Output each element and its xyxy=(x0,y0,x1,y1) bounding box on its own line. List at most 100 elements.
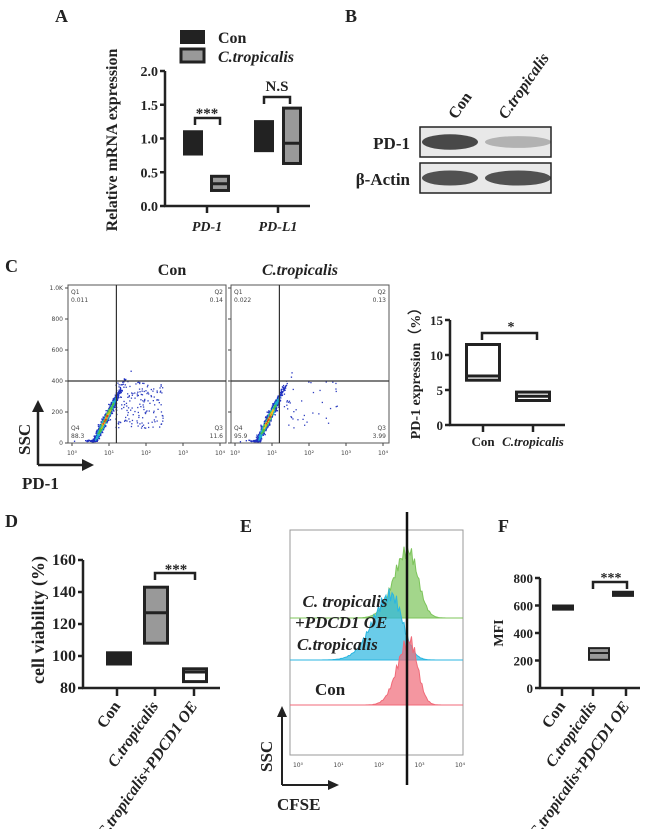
flow-event xyxy=(335,382,337,385)
flow-event xyxy=(274,403,277,405)
flow-event xyxy=(274,411,276,413)
flow-event xyxy=(127,414,129,416)
flow-event xyxy=(103,420,106,422)
flow-event xyxy=(270,408,272,410)
flow-event xyxy=(106,418,108,420)
flow-event xyxy=(108,410,110,412)
panel-label-a: A xyxy=(55,6,68,26)
flow-event xyxy=(114,405,116,407)
flow-event xyxy=(91,440,93,442)
flow-event xyxy=(94,436,97,438)
flow-event xyxy=(260,440,262,443)
flow-event xyxy=(116,394,119,396)
flow-event xyxy=(259,434,261,436)
flow-event xyxy=(260,432,263,435)
flow-event xyxy=(266,419,268,421)
quadrant-value: 0.022 xyxy=(234,297,251,304)
flow-event xyxy=(105,417,107,419)
flow-event xyxy=(280,391,282,393)
flow-event xyxy=(287,408,289,410)
y-tick-label: 140 xyxy=(52,584,76,601)
flow-event xyxy=(101,424,103,426)
flow-event xyxy=(97,424,99,426)
flow-event xyxy=(264,420,266,422)
flow-event xyxy=(293,427,295,429)
flow-event xyxy=(256,434,258,436)
y-tick-label: 15 xyxy=(430,313,444,328)
quadrant-name: Q1 xyxy=(234,289,243,296)
flow-event xyxy=(245,440,247,442)
flow-event xyxy=(283,390,285,392)
flow-event xyxy=(99,428,101,430)
significance-bracket xyxy=(262,95,292,104)
y-axis-label: cell viability (%) xyxy=(28,556,49,684)
flow-event xyxy=(266,415,268,417)
flow-event xyxy=(258,435,260,437)
flow-event xyxy=(114,402,116,404)
flow-event xyxy=(308,381,310,383)
flow-event xyxy=(91,439,93,442)
flow-event xyxy=(335,390,337,393)
x-tick-label: Con xyxy=(471,434,495,449)
flow-event xyxy=(274,405,276,407)
flow-event xyxy=(260,439,262,442)
flow-event xyxy=(282,391,284,393)
flow-plot-title: C.tropicalis xyxy=(262,262,338,279)
flow-event xyxy=(288,400,291,402)
flow-event xyxy=(118,384,120,386)
flow-plot-title: Con xyxy=(158,262,187,279)
flow-event xyxy=(125,416,127,419)
flow-event xyxy=(265,420,267,422)
flow-event xyxy=(144,412,147,415)
flow-event xyxy=(117,382,119,384)
flow-event xyxy=(306,421,308,423)
significance-bracket xyxy=(193,116,222,125)
flow-event xyxy=(118,389,120,391)
x-tick-label: 10⁴ xyxy=(378,450,389,457)
flow-event xyxy=(267,419,269,421)
flow-event xyxy=(100,425,102,427)
flow-event xyxy=(102,431,104,434)
flow-event xyxy=(271,414,273,416)
arrow-head-icon xyxy=(82,459,94,471)
flow-event xyxy=(116,398,118,400)
flow-event xyxy=(283,406,286,408)
y-tick-label: 400 xyxy=(52,378,64,385)
flow-event xyxy=(158,402,160,404)
flow-event xyxy=(93,438,95,440)
flow-event xyxy=(108,416,110,419)
flow-event xyxy=(125,419,127,421)
y-tick-label: 0.5 xyxy=(141,166,159,181)
flow-event xyxy=(142,417,144,419)
flow-event xyxy=(267,418,269,420)
flow-event xyxy=(319,389,321,392)
flow-event xyxy=(100,430,102,432)
flow-event xyxy=(252,440,255,442)
flow-event xyxy=(88,439,91,441)
blot-band xyxy=(485,170,551,186)
flow-event xyxy=(141,394,144,396)
flow-event xyxy=(101,426,103,428)
flow-event xyxy=(119,386,121,389)
flow-event xyxy=(108,406,111,408)
y-tick-label: 800 xyxy=(52,316,64,323)
flow-event xyxy=(267,415,270,418)
flow-event xyxy=(134,410,136,413)
flow-event xyxy=(102,429,105,431)
flow-event xyxy=(271,410,274,412)
flow-event xyxy=(282,386,284,389)
flow-event xyxy=(303,414,305,417)
bar-0 xyxy=(465,343,501,382)
x-tick-label: 10³ xyxy=(178,450,189,457)
y-tick-label: 0 xyxy=(59,440,63,447)
y-tick-label: 1.0K xyxy=(50,285,65,292)
flow-event xyxy=(91,440,94,442)
flow-event xyxy=(267,423,269,425)
quadrant-name: Q4 xyxy=(234,425,243,432)
flow-event xyxy=(152,426,154,428)
flow-event xyxy=(121,384,123,386)
flow-event xyxy=(97,431,99,433)
series-label-line2-text: +PDCD1 OE xyxy=(295,613,387,632)
flow-event xyxy=(283,393,286,395)
flow-event xyxy=(109,411,111,413)
